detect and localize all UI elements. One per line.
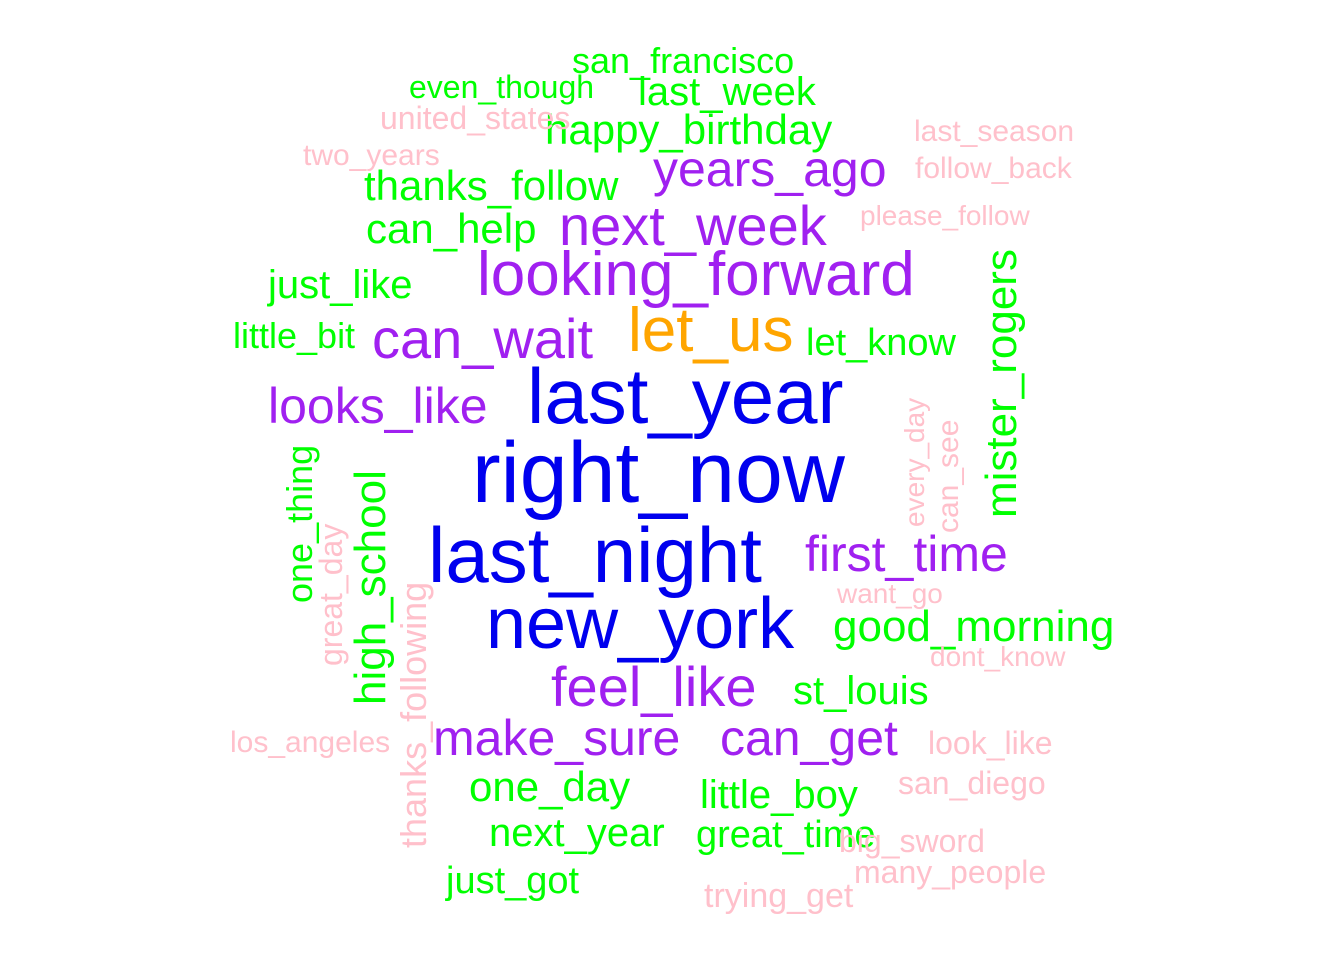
word-every-day: can_see xyxy=(932,419,965,533)
word-let-know: let_know xyxy=(806,322,956,364)
word-make-sure: make_sure xyxy=(433,710,681,766)
word-next-week: next_week xyxy=(559,194,827,257)
word-just-like: just_like xyxy=(268,263,413,307)
word-great-time: next_year xyxy=(489,811,665,855)
word-looks-like: looks_like xyxy=(268,378,488,434)
word-last-season: two_years xyxy=(303,139,440,172)
word-feel-like: feel_like xyxy=(551,655,757,718)
word-thanks-follow: thanks_follow xyxy=(364,162,619,209)
word-dont-know: great_day xyxy=(313,523,349,666)
word-years-ago: years_ago xyxy=(653,141,887,197)
word-last-week: last_week xyxy=(638,70,816,114)
word-little-boy: one_day xyxy=(469,763,631,810)
word-next-year: little_boy xyxy=(700,773,858,817)
word-can-wait: can_wait xyxy=(372,307,594,370)
word-many-people: san_diego xyxy=(898,765,1046,801)
word-united-states: even_though xyxy=(409,69,595,105)
word-can-help: can_help xyxy=(366,205,537,252)
word-big-sword: look_like xyxy=(928,725,1053,761)
word-right-now: right_now xyxy=(472,425,845,521)
word-two-years: united_states xyxy=(380,100,571,136)
word-last-year: last_year xyxy=(527,352,844,440)
word-even-though: just_got xyxy=(446,860,580,902)
word-looking-forward: looking_forward xyxy=(477,240,915,309)
word-please-follow: follow_back xyxy=(915,152,1072,185)
word-mister-rogers: mister_rogers xyxy=(977,249,1026,518)
word-happy-birthday: happy_birthday xyxy=(545,106,833,153)
word-first-time: first_time xyxy=(805,526,1008,582)
word-want-go: every_day xyxy=(899,397,930,527)
word-high-school: high_school xyxy=(346,470,395,705)
word-last-night: last_night xyxy=(428,511,762,599)
word-trying-get: big_sword xyxy=(839,823,985,859)
word-good-morning: thanks_following xyxy=(393,581,434,848)
word-can-see: please_follow xyxy=(860,200,1030,231)
word-can-get: can_get xyxy=(720,710,898,766)
word-los-angeles: want_go xyxy=(837,578,943,609)
word-new-york: new_york xyxy=(486,584,795,664)
word-san-francisco: san_francisco xyxy=(572,40,795,81)
word-let-us: let_us xyxy=(628,296,794,365)
word-one-day: st_louis xyxy=(793,669,929,713)
word-san-diego: los_angeles xyxy=(230,726,391,759)
word-follow-back: last_season xyxy=(914,115,1075,148)
word-little-bit: little_bit xyxy=(233,315,356,356)
word-look-like: dont_know xyxy=(930,641,1066,672)
word-just-got: great_time xyxy=(696,814,876,856)
word-thanks-following: many_people xyxy=(854,854,1047,890)
word-st-louis: good_morning xyxy=(833,602,1115,651)
word-great-day: trying_get xyxy=(704,877,854,915)
